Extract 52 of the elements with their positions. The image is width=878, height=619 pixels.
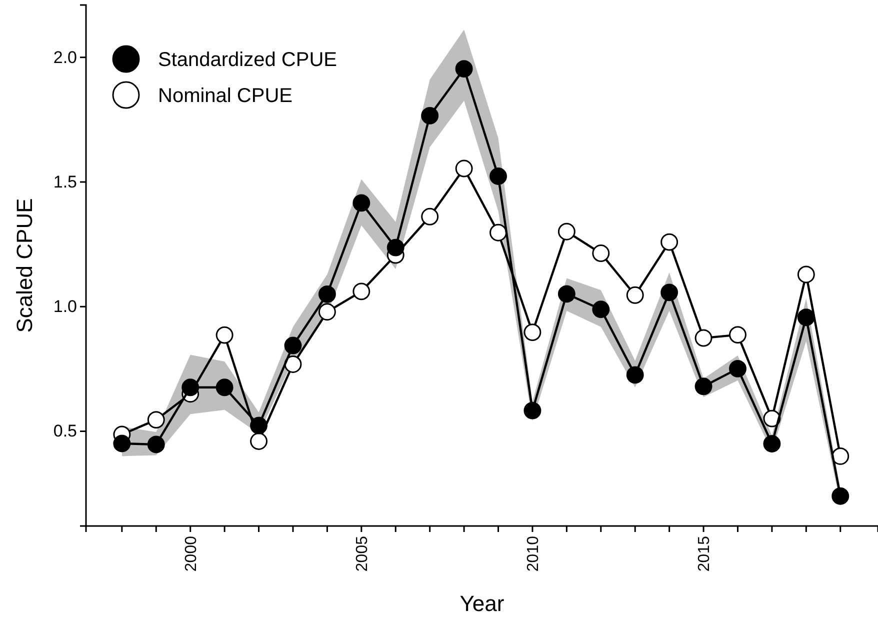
point: [524, 324, 542, 342]
point: [147, 411, 165, 429]
legend-label: Nominal CPUE: [158, 85, 292, 107]
point: [352, 194, 370, 212]
y-tick-label: 2.0: [53, 48, 77, 67]
x-axis-title: Year: [460, 591, 504, 616]
x-tick-label: 2000: [182, 536, 200, 572]
point: [284, 336, 302, 354]
point: [250, 416, 268, 434]
point: [763, 435, 781, 452]
point: [421, 106, 439, 124]
point: [524, 402, 542, 420]
point: [660, 233, 678, 251]
point: [729, 326, 746, 344]
point: [626, 366, 644, 384]
point: [832, 487, 850, 505]
point: [797, 308, 815, 326]
point: [216, 326, 234, 344]
point: [421, 208, 439, 226]
point: [318, 303, 336, 321]
y-tick-label: 1.0: [53, 297, 77, 316]
point: [763, 410, 781, 428]
point: [592, 300, 610, 318]
point: [113, 434, 131, 452]
point: [558, 222, 576, 240]
point: [626, 286, 644, 304]
point: [490, 168, 507, 185]
x-tick-label: 2010: [525, 536, 542, 572]
point: [592, 244, 610, 262]
point: [386, 238, 404, 256]
point: [318, 285, 336, 303]
point: [694, 378, 712, 396]
y-tick-label: 1.5: [53, 172, 77, 192]
point: [729, 360, 746, 378]
point: [284, 356, 302, 373]
point: [147, 436, 165, 454]
point: [455, 60, 473, 78]
x-tick-label: 2015: [696, 536, 714, 572]
point: [694, 329, 712, 347]
legend-label: Standardized CPUE: [158, 49, 337, 71]
point: [250, 432, 268, 450]
point: [660, 284, 678, 302]
point: [455, 160, 473, 178]
point: [797, 266, 815, 284]
y-tick-label: 0.5: [53, 422, 77, 441]
y-axis-title: Scaled CPUE: [12, 198, 37, 333]
point: [490, 224, 507, 242]
point: [182, 378, 200, 396]
point: [216, 378, 234, 396]
x-tick-label: 2005: [354, 536, 372, 572]
point: [558, 285, 576, 303]
point: [352, 282, 370, 300]
